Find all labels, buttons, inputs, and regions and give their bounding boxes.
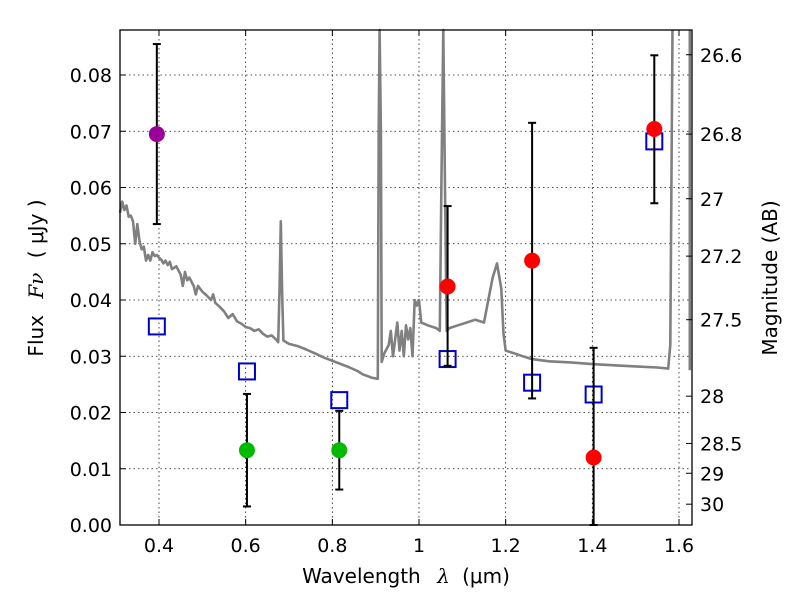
x-tick-label: 0.4 (144, 535, 174, 557)
model-spectrum-line (118, 28, 674, 381)
right-tick-label: 29 (700, 463, 724, 485)
y-tick-label: 0.00 (70, 515, 112, 537)
tick-labels: 0.4 0.6 0.8 1 1.2 1.4 1.6 0.00 0.01 0.02 0.03 0.04 0… (70, 45, 743, 557)
y-tick-label: 0.04 (70, 290, 112, 312)
x-tick-label: 1 (413, 535, 425, 557)
photometry-point (585, 449, 602, 466)
right-tick-label: 26.8 (700, 124, 742, 146)
right-tick-label: 27 (700, 189, 724, 211)
right-tick-label: 27.2 (700, 246, 742, 268)
photometry-point (331, 442, 348, 459)
model-flux-marker (147, 317, 166, 336)
right-tick-label: 30 (700, 494, 724, 516)
x-tick-label: 0.8 (317, 535, 347, 557)
photometry-point (439, 278, 456, 295)
right-tick-label: 26.6 (700, 45, 742, 67)
y-tick-label: 0.05 (70, 234, 112, 256)
x-tick-label: 1.2 (491, 535, 521, 557)
y-tick-label: 0.02 (70, 403, 112, 425)
photometry-point (646, 121, 663, 137)
x-axis-label-symbol: λ (436, 564, 450, 588)
y-axis-label-symbol: Fν (24, 273, 48, 300)
right-tick-label: 28.5 (700, 433, 742, 455)
y-tick-label: 0.03 (70, 346, 112, 368)
model-flux-marker (330, 391, 349, 410)
photometry-layer (148, 43, 663, 526)
spectrum-layer (118, 28, 692, 381)
x-tick-label: 0.6 (231, 535, 261, 557)
photometry-point (148, 126, 165, 143)
y-tick-label: 0.01 (70, 459, 112, 481)
right-axis-label: Magnitude (AB) (758, 200, 782, 355)
y-tick-label: 0.07 (70, 121, 112, 143)
photometry-point (238, 442, 255, 459)
right-tick-label: 27.5 (700, 310, 742, 332)
x-axis-label: Wavelength λ (μm) (302, 564, 510, 588)
y-axis-label-text: Flux (24, 315, 48, 357)
model-flux-marker (237, 362, 256, 381)
plot-frame (119, 29, 693, 526)
right-tick-label: 28 (700, 386, 724, 408)
y-axis-label: Flux Fν ( μJy ) (24, 199, 48, 356)
x-tick-label: 1.4 (577, 535, 607, 557)
y-tick-label: 0.08 (70, 65, 112, 87)
y-axis-label-unit: ( μJy ) (24, 199, 48, 258)
x-tick-label: 1.6 (664, 535, 694, 557)
photometry-point (524, 252, 541, 269)
x-axis-label-text: Wavelength (302, 564, 421, 588)
ticks (120, 30, 692, 526)
y-tick-label: 0.06 (70, 178, 112, 200)
x-axis-label-unit: (μm) (462, 564, 510, 588)
